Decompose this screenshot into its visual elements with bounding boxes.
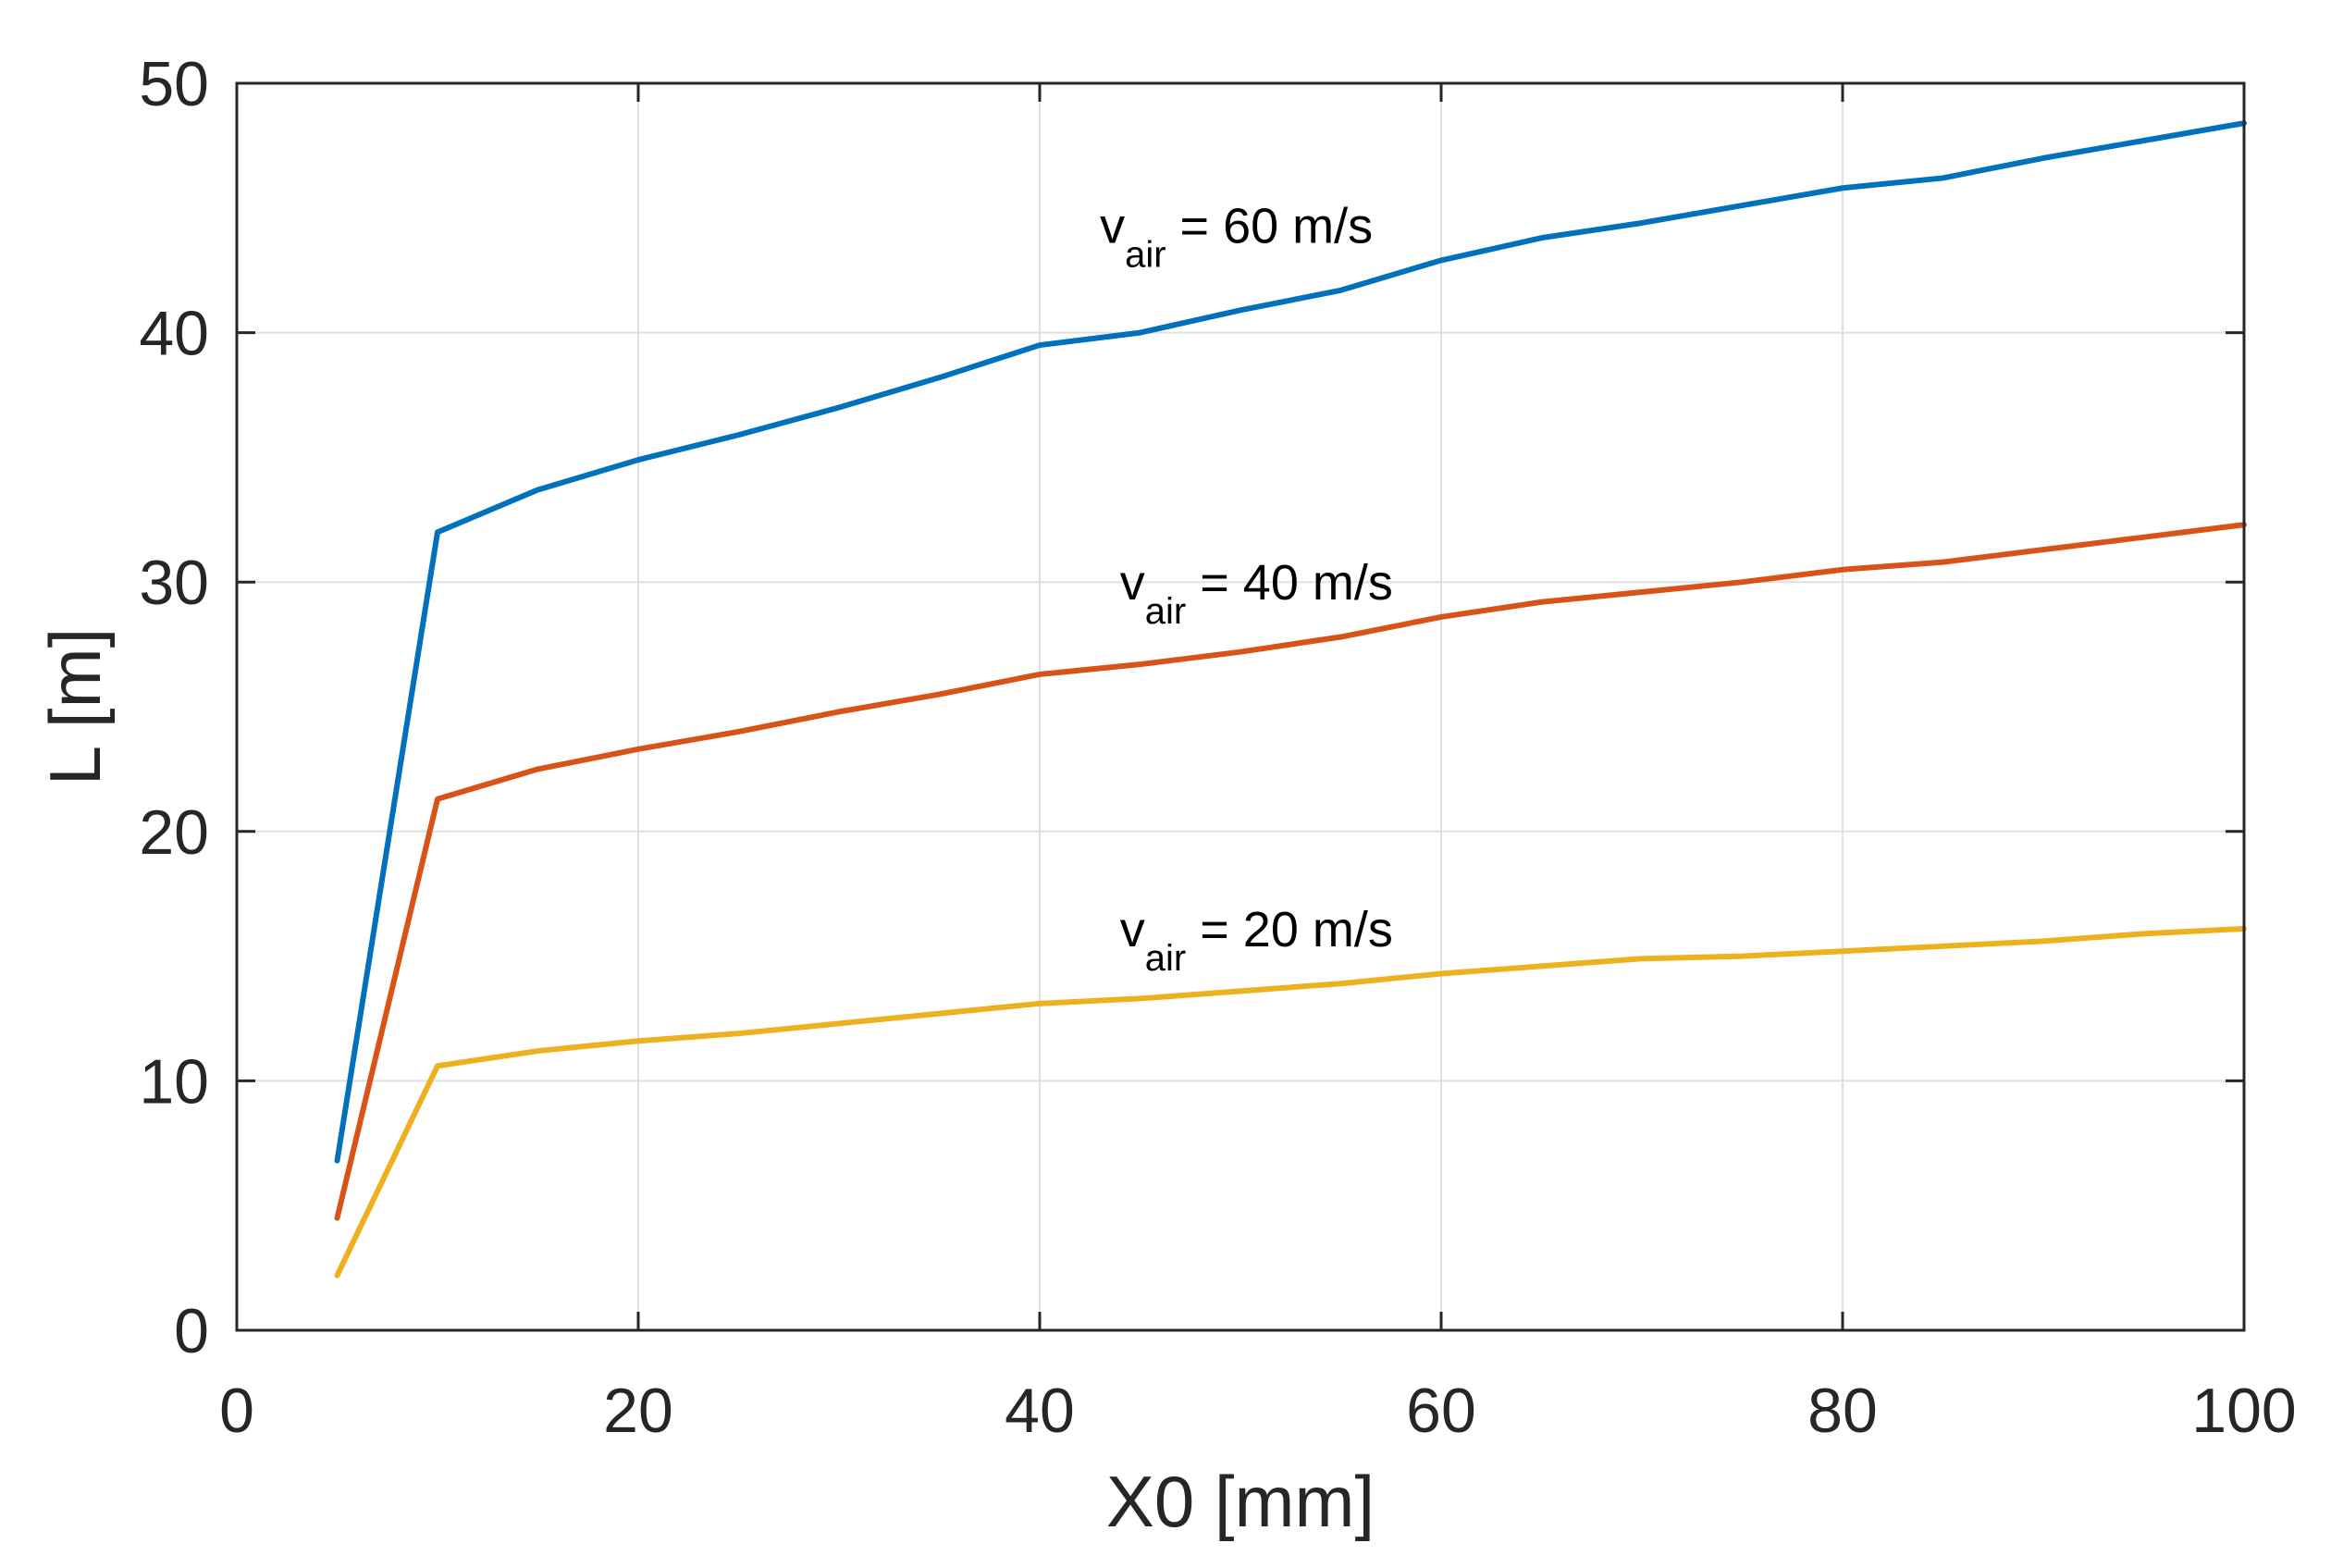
series-annotation-2: vair = 40 m/s bbox=[1120, 555, 1393, 632]
x-tick-label: 0 bbox=[219, 1376, 254, 1446]
annotation-suffix: = 20 m/s bbox=[1186, 902, 1393, 957]
x-axis-title: X0 [mm] bbox=[1106, 1461, 1375, 1542]
y-tick-label: 0 bbox=[174, 1296, 209, 1366]
plot-area bbox=[237, 83, 2244, 1330]
tick-labels: 0 20 40 60 80 100 0 10 20 30 40 50 bbox=[139, 49, 2296, 1446]
y-tick-label: 30 bbox=[139, 548, 209, 618]
y-tick-label: 40 bbox=[139, 299, 209, 369]
series-line-2 bbox=[334, 522, 2247, 1221]
series-layer bbox=[334, 120, 2247, 1278]
annotation-prefix: v bbox=[1120, 555, 1145, 611]
series-line-3 bbox=[334, 925, 2247, 1278]
annotation-prefix: v bbox=[1100, 199, 1125, 254]
annotation-subscript: air bbox=[1145, 591, 1186, 632]
annotation-suffix: = 40 m/s bbox=[1186, 555, 1393, 611]
grid bbox=[237, 83, 2244, 1330]
y-axis-title: L [m] bbox=[34, 628, 116, 785]
series-annotation-3: vair = 20 m/s bbox=[1120, 902, 1393, 979]
y-tick-label: 20 bbox=[139, 797, 209, 868]
y-tick-label: 50 bbox=[139, 49, 209, 119]
annotation-subscript: air bbox=[1145, 938, 1186, 979]
annotation-prefix: v bbox=[1120, 902, 1145, 957]
x-tick-label: 80 bbox=[1807, 1376, 1878, 1446]
y-tick-label: 10 bbox=[139, 1046, 209, 1117]
x-tick-label: 100 bbox=[2191, 1376, 2296, 1446]
series-annotation-1: vair = 60 m/s bbox=[1100, 199, 1373, 276]
ticks bbox=[235, 81, 2246, 1332]
series-line-1 bbox=[334, 120, 2247, 1164]
x-tick-label: 40 bbox=[1005, 1376, 1075, 1446]
x-tick-label: 20 bbox=[603, 1376, 673, 1446]
annotation-subscript: air bbox=[1125, 235, 1166, 276]
x-tick-label: 60 bbox=[1406, 1376, 1476, 1446]
plot-frame bbox=[235, 81, 2246, 1332]
annotation-suffix: = 60 m/s bbox=[1166, 199, 1374, 254]
